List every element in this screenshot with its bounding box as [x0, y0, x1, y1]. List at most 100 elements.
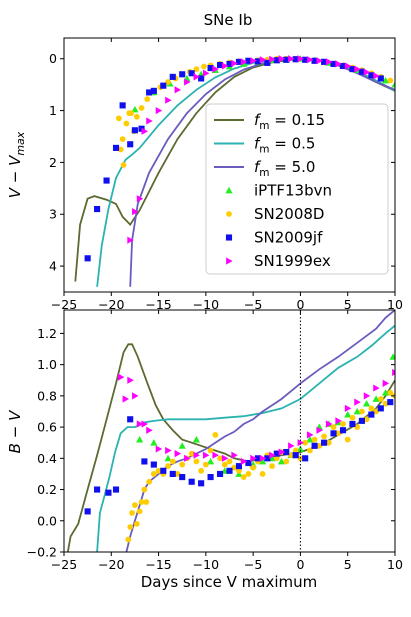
- data-point-sn2008d: [117, 146, 124, 153]
- data-point-sn1999ex: [221, 62, 229, 70]
- data-point-sn2008d: [292, 447, 299, 454]
- data-point-sn2009jf: [302, 56, 309, 63]
- x-tick-label: 0: [296, 297, 304, 312]
- data-point-iptf13bvn: [353, 407, 361, 415]
- data-point-sn1999ex: [193, 73, 200, 81]
- data-point-sn2008d: [127, 524, 134, 530]
- data-point-sn1999ex: [184, 78, 191, 86]
- data-point-sn2009jf: [188, 70, 195, 77]
- data-point-sn2009jf: [198, 75, 205, 82]
- data-point-sn2009jf: [339, 427, 347, 434]
- legend-marker-swatch: [226, 257, 233, 265]
- data-point-sn1999ex: [136, 420, 144, 428]
- data-point-sn2008d: [193, 66, 200, 72]
- data-point-sn2008d: [138, 105, 145, 111]
- data-point-sn2009jf: [264, 59, 271, 66]
- data-point-sn2008d: [377, 396, 384, 402]
- legend-marker-swatch: [225, 186, 233, 194]
- data-point-sn1999ex: [382, 379, 390, 387]
- data-point-sn2008d: [146, 478, 152, 485]
- data-point-sn1999ex: [278, 448, 286, 456]
- data-point-iptf13bvn: [164, 454, 172, 462]
- data-point-sn1999ex: [146, 117, 153, 125]
- top-panel-axes: −25 −20 −15 −10 −5 0 5 10 0 1 2 3 4: [49, 38, 403, 312]
- data-point-sn1999ex: [174, 86, 182, 94]
- data-point-sn2009jf: [141, 458, 148, 465]
- data-point-sn2009jf: [103, 177, 110, 184]
- data-point-sn1999ex: [193, 451, 200, 459]
- data-point-sn1999ex: [288, 442, 295, 450]
- data-point-sn2009jf: [112, 144, 120, 151]
- data-point-sn2008d: [368, 405, 375, 412]
- data-point-sn2008d: [141, 486, 148, 493]
- data-point-sn2008d: [198, 467, 205, 474]
- data-point-sn2008d: [363, 416, 370, 423]
- y-tick-label: 0.8: [37, 388, 57, 403]
- data-point-sn1999ex: [316, 57, 323, 65]
- bottom-panel-frame: [63, 309, 396, 553]
- data-point-sn2009jf: [94, 486, 101, 493]
- data-point-sn2008d: [115, 115, 122, 122]
- data-point-sn2008d: [143, 499, 150, 505]
- data-point-sn1999ex: [240, 457, 248, 466]
- data-point-sn2008d: [155, 467, 162, 474]
- data-point-sn1999ex: [335, 417, 342, 425]
- data-point-sn2008d: [123, 120, 130, 127]
- data-point-sn2009jf: [387, 399, 394, 406]
- data-point-iptf13bvn: [306, 435, 314, 443]
- data-point-sn2008d: [316, 442, 323, 449]
- data-point-sn1999ex: [184, 454, 191, 462]
- data-point-sn1999ex: [136, 195, 144, 203]
- data-point-sn2009jf: [245, 459, 252, 467]
- data-point-sn1999ex: [288, 55, 295, 63]
- data-point-sn2009jf: [264, 455, 271, 462]
- data-point-sn2008d: [136, 508, 143, 515]
- top-panel-frame: [63, 37, 396, 293]
- data-point-sn2008d: [174, 471, 181, 477]
- data-point-sn1999ex: [202, 451, 210, 459]
- x-tick-label: −10: [193, 297, 219, 312]
- data-point-sn2008d: [212, 432, 219, 438]
- legend-box: [205, 103, 389, 275]
- data-point-sn1999ex: [316, 426, 323, 434]
- data-point-sn2009jf: [146, 89, 153, 96]
- data-point-sn2009jf: [245, 57, 252, 64]
- data-point-sn1999ex: [297, 55, 305, 63]
- data-point-sn1999ex: [259, 454, 267, 462]
- data-point-sn2009jf: [358, 68, 365, 75]
- data-point-sn1999ex: [146, 426, 153, 434]
- data-point-sn1999ex: [212, 451, 219, 459]
- data-point-sn2008d: [150, 471, 157, 477]
- data-point-sn1999ex: [297, 439, 305, 447]
- y-tick-label: 0.4: [37, 451, 57, 466]
- y-tick-label: 0.6: [37, 420, 57, 435]
- data-point-sn2008d: [221, 461, 228, 468]
- data-point-sn2009jf: [330, 430, 337, 437]
- data-point-sn2009jf: [254, 58, 261, 65]
- data-point-sn2009jf: [368, 411, 375, 418]
- data-point-sn2009jf: [377, 405, 384, 412]
- data-point-iptf13bvn: [206, 457, 215, 465]
- data-point-sn1999ex: [392, 368, 395, 377]
- data-point-sn2009jf: [283, 449, 290, 456]
- data-point-sn1999ex: [354, 65, 361, 73]
- legend-label: fm = 0.15: [254, 111, 325, 132]
- data-point-iptf13bvn: [136, 435, 144, 443]
- top-panel: −25 −20 −15 −10 −5 0 5 10 0 1 2 3 4 V − Vmax fm = 0.…: [6, 37, 403, 312]
- data-point-iptf13bvn: [344, 411, 352, 418]
- data-point-sn2009jf: [273, 450, 280, 457]
- data-point-sn1999ex: [141, 420, 148, 428]
- data-point-iptf13bvn: [192, 435, 200, 443]
- x-tick-label: 10: [387, 297, 403, 312]
- data-point-sn2009jf: [169, 470, 176, 477]
- data-point-sn2009jf: [216, 470, 224, 477]
- data-point-sn2008d: [129, 510, 135, 516]
- data-point-iptf13bvn: [363, 400, 371, 407]
- x-tick-label: 5: [344, 297, 352, 312]
- data-point-sn2008d: [321, 433, 327, 440]
- bottom-plot-area: [66, 310, 395, 552]
- data-point-sn2009jf: [179, 473, 186, 481]
- y-tick-label: 1: [49, 103, 57, 118]
- y-tick-label: 1.0: [37, 357, 57, 372]
- data-point-sn2008d: [236, 467, 242, 474]
